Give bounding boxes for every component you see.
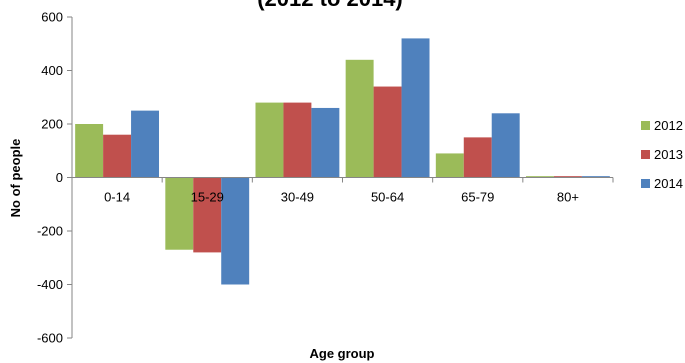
bar-2014-0-14 bbox=[131, 110, 160, 178]
x-axis-tick-labels: 0-14 15-29 30-49 50-64 65-79 80+ bbox=[104, 190, 579, 205]
x-axis-title: Age group bbox=[310, 346, 375, 361]
bar-2013-15-29 bbox=[193, 177, 222, 253]
legend-swatch-2013 bbox=[641, 150, 650, 159]
bar-2013-30-49 bbox=[283, 102, 312, 178]
x-tick-label: 30-49 bbox=[281, 190, 314, 205]
legend-swatch-2014 bbox=[641, 179, 650, 188]
y-tick-label: 600 bbox=[41, 10, 63, 25]
bar-2012-0-14 bbox=[75, 124, 104, 178]
x-tick-label: 80+ bbox=[557, 190, 579, 205]
bar-2013-0-14 bbox=[103, 134, 132, 178]
y-tick-label: -200 bbox=[37, 224, 63, 239]
bar-2012-50-64 bbox=[345, 59, 374, 178]
y-tick-label: 400 bbox=[41, 63, 63, 78]
bar-2014-50-64 bbox=[401, 38, 430, 178]
chart-title: (2012 to 2014) bbox=[257, 0, 403, 11]
y-tick-label: 200 bbox=[41, 117, 63, 132]
x-tick-label: 65-79 bbox=[461, 190, 494, 205]
y-tick-label: 0 bbox=[56, 170, 63, 185]
bar-2012-80+ bbox=[525, 176, 554, 178]
bar-2014-65-79 bbox=[491, 113, 520, 178]
y-axis-title: No of people bbox=[8, 139, 23, 218]
legend-label-2014: 2014 bbox=[654, 176, 683, 191]
bar-2013-80+ bbox=[553, 176, 582, 178]
x-tick-label: 50-64 bbox=[371, 190, 404, 205]
bar-2013-50-64 bbox=[373, 86, 402, 178]
y-tick-label: -400 bbox=[37, 277, 63, 292]
bar-2012-65-79 bbox=[435, 153, 464, 178]
legend-label-2012: 2012 bbox=[654, 118, 683, 133]
bar-2012-30-49 bbox=[255, 102, 284, 178]
legend: 2012 2013 2014 bbox=[641, 118, 683, 191]
bar-2014-15-29 bbox=[221, 177, 250, 285]
x-tick-label: 15-29 bbox=[191, 190, 224, 205]
y-axis-ticks: -600 -400 -200 0 200 400 600 bbox=[37, 10, 72, 346]
bar-2014-80+ bbox=[581, 176, 610, 178]
legend-swatch-2012 bbox=[641, 121, 650, 130]
bar-2012-15-29 bbox=[165, 177, 194, 250]
x-axis-ticks bbox=[71, 177, 614, 183]
x-tick-label: 0-14 bbox=[104, 190, 130, 205]
bars bbox=[75, 38, 610, 285]
legend-label-2013: 2013 bbox=[654, 147, 683, 162]
y-tick-label: -600 bbox=[37, 331, 63, 346]
bar-2014-30-49 bbox=[311, 107, 340, 178]
bar-2013-65-79 bbox=[463, 137, 492, 178]
